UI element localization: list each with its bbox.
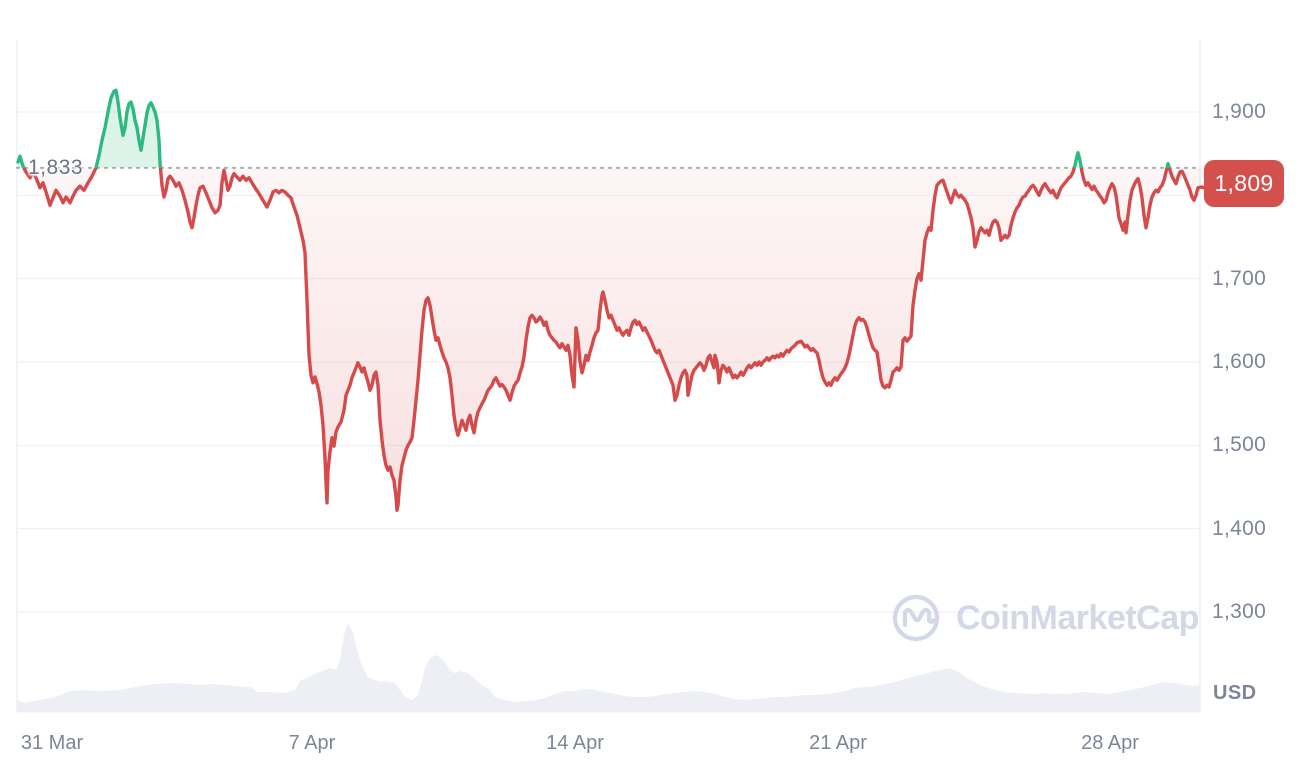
watermark: CoinMarketCap	[890, 592, 1199, 644]
y-axis-tick-label: 1,400	[1212, 517, 1267, 540]
y-axis-tick-label: 1,600	[1212, 350, 1267, 373]
price-line-red	[21, 167, 1206, 512]
coinmarketcap-logo-icon	[892, 594, 940, 642]
price-area-fill-red	[23, 167, 1204, 511]
volume-area	[17, 623, 1200, 712]
x-axis-tick-label: 21 Apr	[809, 732, 867, 754]
x-axis-tick-label: 7 Apr	[288, 732, 336, 754]
y-axis-tick-label: 1,700	[1212, 267, 1267, 290]
current-price-badge: 1,809	[1204, 160, 1284, 207]
currency-unit-label: USD	[1213, 682, 1257, 704]
watermark-text: CoinMarketCap	[956, 598, 1199, 637]
x-axis-tick-label: 31 Mar	[20, 732, 84, 754]
price-area-fill-green	[18, 90, 1204, 168]
y-axis-tick-label: 1,900	[1212, 100, 1267, 123]
y-axis-tick-label: 1,500	[1212, 433, 1267, 456]
x-axis-tick-label: 28 Apr	[1081, 732, 1139, 754]
y-axis-tick-label: 1,300	[1212, 600, 1267, 623]
baseline-price-label: 1,833	[28, 156, 84, 179]
current-price-value: 1,809	[1214, 170, 1274, 196]
x-axis-tick-label: 14 Apr	[546, 732, 604, 754]
